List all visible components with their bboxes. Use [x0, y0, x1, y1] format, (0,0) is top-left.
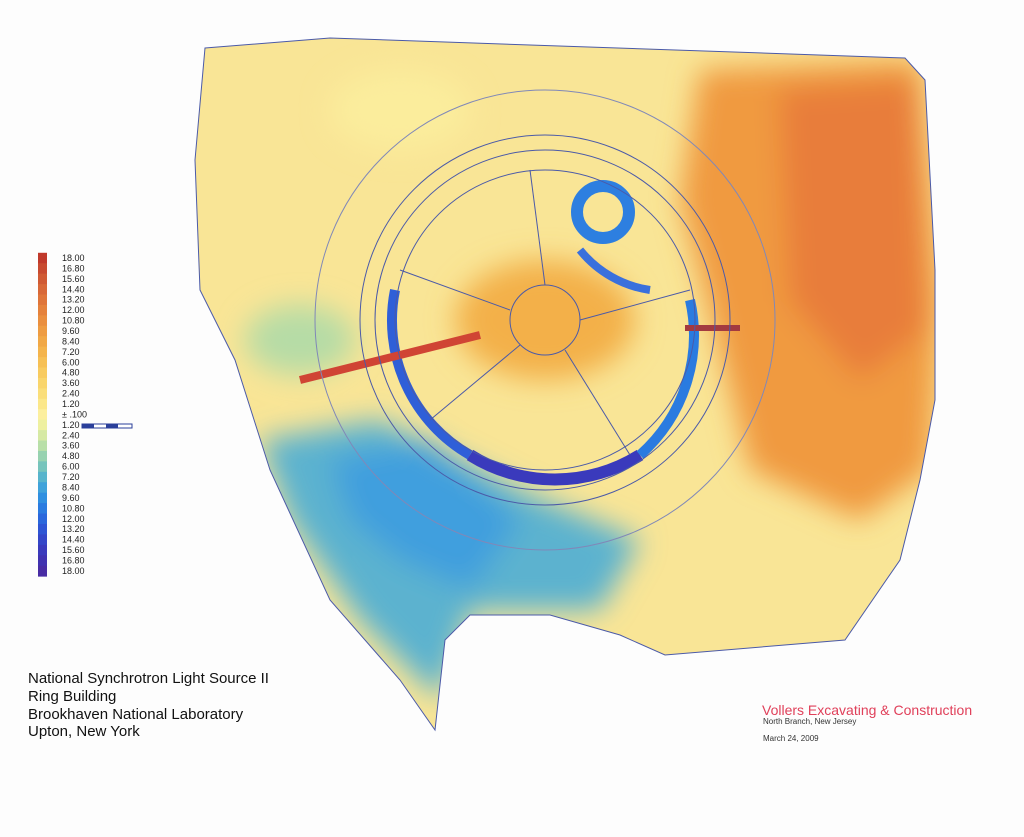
legend-swatch: [38, 461, 47, 473]
legend-label: 16.80: [62, 555, 85, 565]
date: March 24, 2009: [763, 734, 819, 743]
legend-label: 10.80: [62, 316, 85, 326]
legend-swatch: [38, 565, 47, 577]
legend-label: 14.40: [62, 284, 85, 294]
legend-label: 2.40: [62, 389, 80, 399]
legend-swatch: [38, 263, 47, 275]
legend-swatch: [38, 336, 47, 348]
site-outline: [194, 37, 936, 732]
scale-bar: [81, 423, 133, 429]
legend-label: 6.00: [62, 462, 80, 472]
title-line: Ring Building: [28, 688, 117, 705]
title-line: National Synchrotron Light Source II: [28, 670, 269, 687]
legend-swatch: [38, 304, 47, 316]
legend-swatch: [38, 482, 47, 494]
legend-swatch: [38, 273, 47, 285]
legend-label: 9.60: [62, 326, 80, 336]
legend-swatch: [38, 398, 47, 410]
legend-swatch: [38, 430, 47, 442]
legend-label: 10.80: [62, 503, 85, 513]
legend-label: 13.20: [62, 295, 85, 305]
legend-label: 4.80: [62, 368, 80, 378]
legend-label: 8.40: [62, 336, 80, 346]
legend-label: 8.40: [62, 482, 80, 492]
legend-swatch: [38, 377, 47, 389]
legend-label: ± .100: [62, 409, 87, 419]
company-location: North Branch, New Jersey: [763, 717, 857, 726]
legend-swatch: [38, 471, 47, 483]
legend-label: 12.00: [62, 514, 85, 524]
legend-label: 14.40: [62, 535, 85, 545]
legend-swatch: [38, 367, 47, 379]
legend-label: 15.60: [62, 274, 85, 284]
legend: 18.0016.8015.6014.4013.2012.0010.809.608…: [38, 252, 87, 577]
legend-label: 7.20: [62, 347, 80, 357]
legend-swatch: [38, 388, 47, 400]
legend-swatch: [38, 450, 47, 462]
legend-swatch: [38, 492, 47, 504]
legend-label: 1.20: [62, 399, 80, 409]
legend-swatch: [38, 544, 47, 556]
legend-label: 13.20: [62, 524, 85, 534]
legend-label: 4.80: [62, 451, 80, 461]
legend-label: 15.60: [62, 545, 85, 555]
legend-label: 12.00: [62, 305, 85, 315]
legend-label: 3.60: [62, 441, 80, 451]
legend-label: 18.00: [62, 253, 85, 263]
legend-swatch: [38, 346, 47, 358]
legend-label: 6.00: [62, 357, 80, 367]
legend-label: 7.20: [62, 472, 80, 482]
legend-label: 16.80: [62, 263, 85, 273]
legend-swatch: [38, 315, 47, 327]
legend-swatch: [38, 419, 47, 431]
legend-label: 2.40: [62, 430, 80, 440]
legend-swatch: [38, 409, 47, 421]
legend-swatch: [38, 534, 47, 546]
legend-label: 9.60: [62, 493, 80, 503]
legend-swatch: [38, 325, 47, 337]
legend-swatch: [38, 357, 47, 369]
legend-swatch: [38, 252, 47, 264]
legend-label: 3.60: [62, 378, 80, 388]
legend-swatch: [38, 440, 47, 452]
legend-swatch: [38, 523, 47, 535]
legend-swatch: [38, 513, 47, 525]
title-line: Upton, New York: [28, 723, 140, 740]
legend-swatch: [38, 503, 47, 515]
legend-label: 18.00: [62, 566, 85, 576]
company-name: Vollers Excavating & Construction: [762, 702, 973, 718]
legend-swatch: [38, 555, 47, 567]
legend-swatch: [38, 294, 47, 306]
legend-swatch: [38, 284, 47, 296]
title-line: Brookhaven National Laboratory: [28, 706, 244, 723]
legend-label: 1.20: [62, 420, 80, 430]
